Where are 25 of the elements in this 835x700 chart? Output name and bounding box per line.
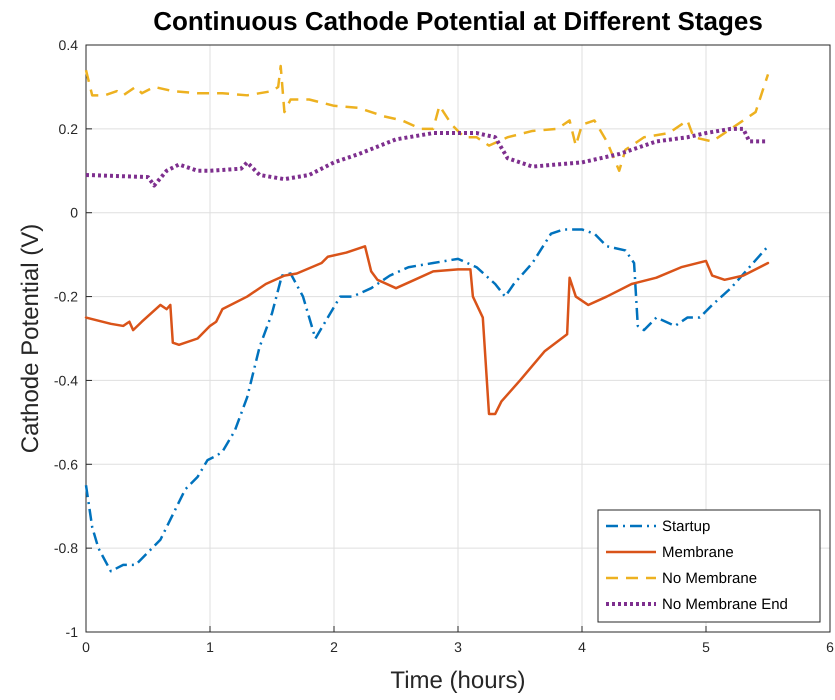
chart-title: Continuous Cathode Potential at Different Stages <box>153 6 763 36</box>
y-axis-title: Cathode Potential (V) <box>17 224 44 454</box>
legend-label: Membrane <box>662 544 734 561</box>
x-tick-label: 1 <box>206 639 214 655</box>
y-tick-label: -1 <box>66 624 78 640</box>
y-tick-label: -0.4 <box>54 372 78 388</box>
legend-label: No Membrane End <box>662 596 788 613</box>
y-tick-label: 0 <box>70 204 78 221</box>
x-tick-label: 2 <box>330 639 338 655</box>
x-tick-label: 5 <box>702 639 710 655</box>
line-series <box>84 245 770 416</box>
x-tick-label: 3 <box>454 639 462 655</box>
x-tick-label: 0 <box>82 639 90 655</box>
y-tick-label: 0.4 <box>58 37 78 53</box>
x-tick-label: 6 <box>826 639 834 655</box>
line-series <box>84 228 770 572</box>
y-tick-label: 0.2 <box>58 120 78 137</box>
x-axis-title: Time (hours) <box>390 667 526 694</box>
legend-label: Startup <box>662 518 710 535</box>
y-tick-label: -0.8 <box>54 540 78 556</box>
y-tick-label: -0.2 <box>54 288 78 305</box>
line-series <box>84 64 770 172</box>
y-tick-label: -0.6 <box>54 456 78 472</box>
x-tick-label: 4 <box>578 639 586 655</box>
legend-label: No Membrane <box>662 570 758 587</box>
